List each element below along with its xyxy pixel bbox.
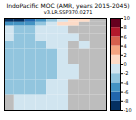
svg-text:-8: -8 [124, 98, 129, 104]
svg-text:4: 4 [124, 43, 127, 49]
svg-text:-10: -10 [124, 107, 132, 113]
svg-text:0: 0 [124, 61, 127, 67]
svg-text:6: 6 [124, 34, 127, 40]
html-text:v3.LR.SSP370.0271: v3.LR.SSP370.0271 [43, 9, 93, 15]
svg-text:10: 10 [124, 15, 130, 21]
svg-text:2: 2 [124, 52, 127, 58]
svg-text:-2: -2 [124, 70, 129, 76]
html-text:IndoPacific MOC (AMR, years 20: IndoPacific MOC (AMR, years 2015-2045) [6, 2, 130, 9]
svg-text:-4: -4 [124, 80, 129, 86]
svg-text:8: 8 [124, 24, 127, 30]
svg-text:-6: -6 [124, 89, 129, 95]
